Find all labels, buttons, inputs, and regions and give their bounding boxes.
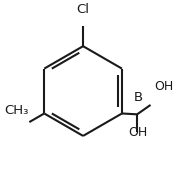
Text: Cl: Cl — [77, 3, 90, 16]
Text: B: B — [134, 91, 143, 104]
Text: OH: OH — [154, 80, 173, 93]
Text: OH: OH — [129, 126, 148, 139]
Text: CH₃: CH₃ — [4, 104, 29, 117]
